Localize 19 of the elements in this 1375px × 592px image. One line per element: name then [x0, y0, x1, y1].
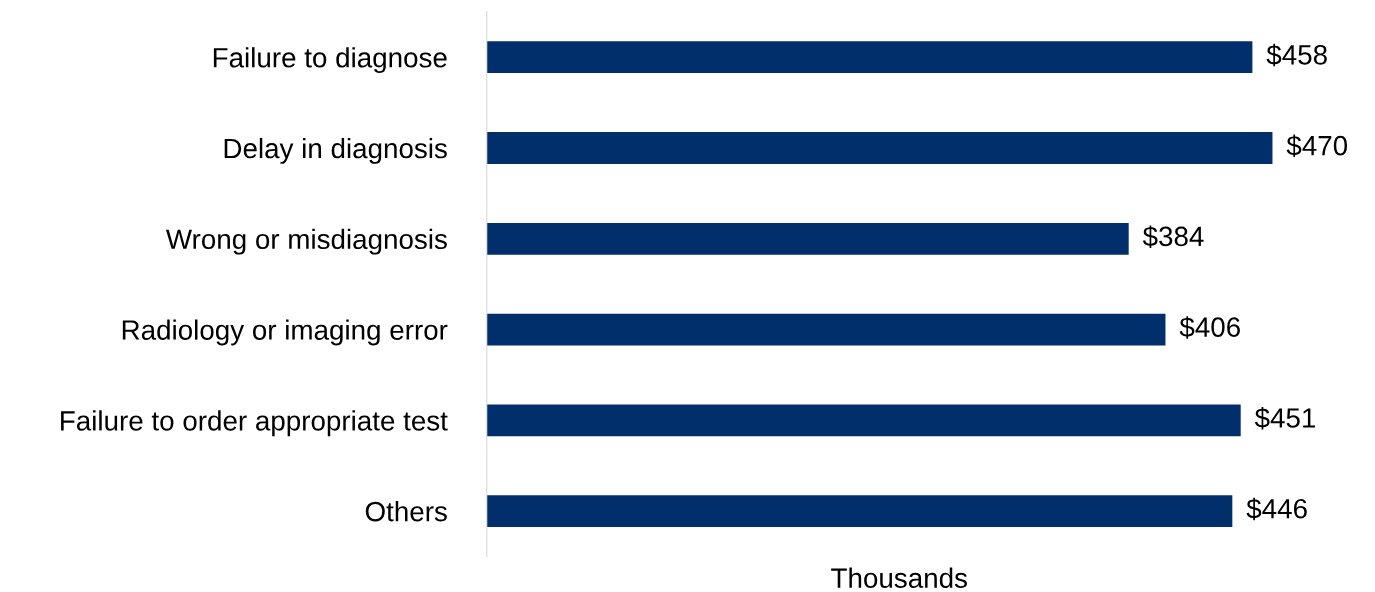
y-tick-label: Failure to order appropriate test	[61, 410, 448, 437]
data-label: $470	[1286, 134, 1348, 158]
y-tick-label: Wrong or misdiagnosis	[165, 228, 447, 255]
y-tick-label: Failure to diagnose	[213, 47, 447, 74]
bar	[486, 313, 1166, 346]
bar	[486, 404, 1241, 437]
data-label: $406	[1179, 316, 1240, 339]
bar	[486, 495, 1233, 527]
y-tick-label: Delay in diagnosis	[224, 137, 447, 164]
x-axis-title: Thousands	[831, 567, 967, 588]
bar	[486, 132, 1273, 164]
data-label: $451	[1254, 406, 1316, 430]
y-tick-label: Radiology or imaging error	[122, 319, 448, 346]
data-label: $446	[1246, 497, 1307, 521]
data-label: $384	[1142, 225, 1204, 248]
y-tick-label: Others	[365, 501, 447, 522]
bar	[486, 222, 1129, 255]
data-label: $458	[1266, 43, 1327, 67]
bar	[486, 41, 1253, 74]
